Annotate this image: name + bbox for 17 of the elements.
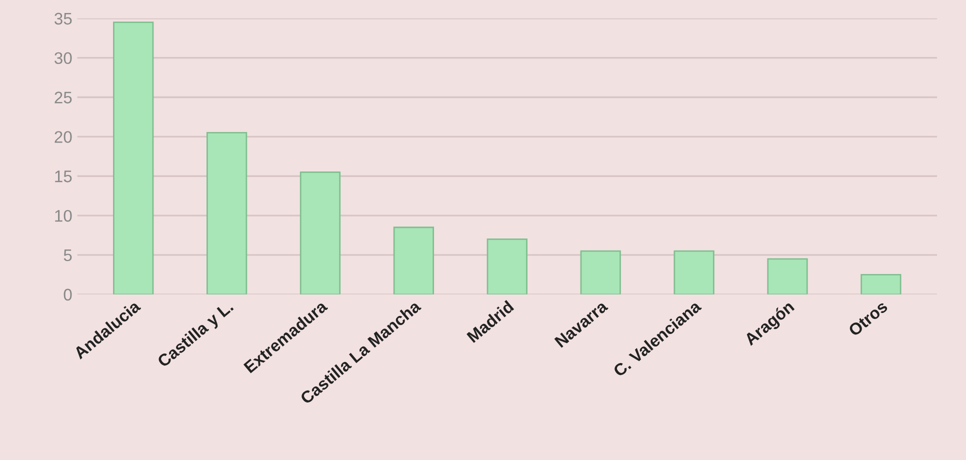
y-tick-label: 20 — [54, 131, 72, 143]
y-tick-label: 0 — [64, 288, 72, 301]
bar — [580, 250, 621, 294]
y-tick-label: 15 — [55, 170, 72, 182]
bar — [486, 238, 528, 294]
bar — [206, 132, 248, 294]
bar — [393, 226, 434, 294]
y-tick-label: 10 — [55, 210, 72, 222]
bar — [860, 274, 902, 294]
y-tick-label: 35 — [54, 12, 72, 25]
bar — [767, 258, 808, 294]
bar — [300, 171, 341, 294]
y-tick-label: 30 — [54, 52, 72, 64]
bar — [113, 22, 154, 294]
y-tick-label: 5 — [64, 250, 72, 262]
y-tick-label: 25 — [54, 92, 72, 104]
bar — [674, 250, 714, 294]
